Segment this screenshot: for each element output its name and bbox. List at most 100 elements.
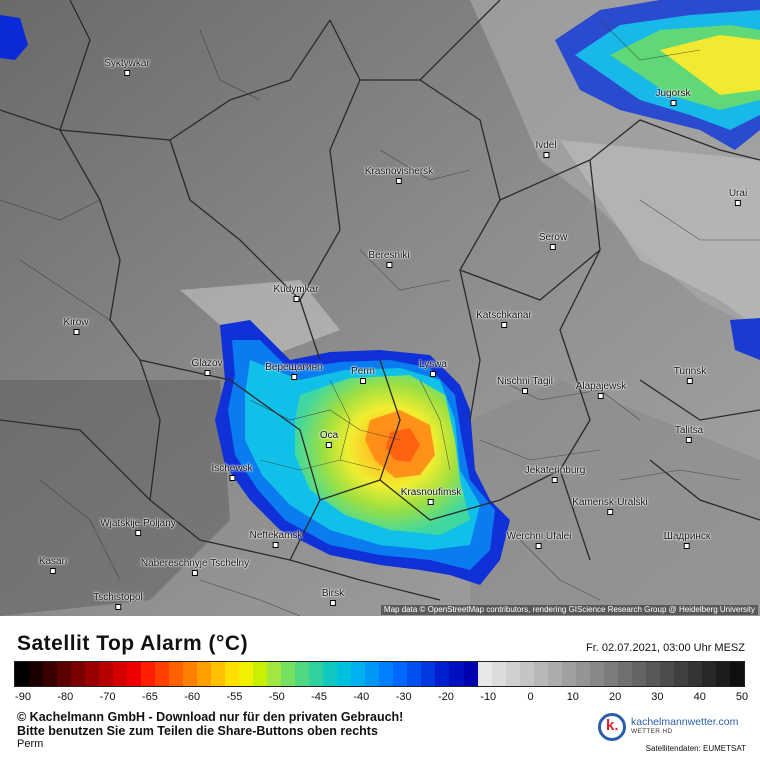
city-name: Neftekamsk	[249, 530, 303, 541]
color-scale-segment	[575, 662, 590, 686]
color-scale-segment	[99, 662, 114, 686]
tick-label: 20	[608, 691, 622, 703]
color-scale-segment	[43, 662, 58, 686]
district-borders	[0, 19, 760, 616]
color-scale-segment	[15, 662, 30, 686]
color-scale-segment	[309, 662, 324, 686]
city-dot-icon	[669, 100, 676, 106]
city-dot-icon	[115, 604, 121, 610]
color-scale-segment	[253, 662, 268, 686]
city-dot-icon	[229, 475, 235, 481]
city-dot-icon	[329, 600, 336, 606]
city-dot-icon	[543, 152, 549, 158]
city-marker: Jugorsk	[655, 88, 691, 106]
color-scale-segment	[519, 662, 534, 686]
city-dot-icon	[501, 322, 507, 328]
city-marker: Ischewsk	[211, 463, 253, 481]
logo-name: kachelmannwetter.com	[631, 716, 739, 728]
color-scale-segment	[211, 662, 226, 686]
city-marker: Jekaterinburg	[524, 465, 586, 483]
color-scale-segment	[435, 662, 450, 686]
city-dot-icon	[272, 542, 279, 548]
satellite-map[interactable]: Syktywkar Jugorsk Ivdel Krasnovishersk Urai S…	[0, 0, 760, 616]
color-scale-segment	[295, 662, 310, 686]
color-scale-segment	[113, 662, 128, 686]
city-dot-icon	[685, 437, 692, 443]
city-marker: Perm	[351, 366, 375, 384]
city-marker: Krasnoufimsk	[401, 487, 461, 505]
color-scale-segment	[463, 662, 478, 686]
city-name: Turinsk	[673, 366, 707, 377]
copyright-line-2: Bitte benutzen Sie zum Teilen die Share-…	[17, 724, 378, 738]
city-name: Kirow	[63, 317, 89, 328]
city-dot-icon	[536, 543, 542, 549]
tick-label: -30	[395, 691, 412, 703]
city-dot-icon	[735, 200, 741, 206]
city-marker: Birsk	[322, 588, 344, 606]
city-name: Nischni Tagil	[497, 376, 553, 387]
tick-label: -90	[15, 691, 31, 703]
city-name: Верещагино	[265, 362, 323, 373]
color-scale-segment	[337, 662, 352, 686]
tick-label: 30	[651, 691, 664, 703]
city-name: Alapajewsk	[575, 381, 627, 392]
color-scale-segment	[505, 662, 520, 686]
city-marker: Nabereschnyje Tschelny	[141, 558, 249, 576]
city-dot-icon	[326, 442, 332, 448]
city-dot-icon	[385, 262, 392, 268]
city-name: Jekaterinburg	[524, 465, 586, 476]
color-scale-segment	[729, 662, 744, 686]
color-scale-segment	[239, 662, 254, 686]
city-dot-icon	[395, 178, 402, 184]
color-scale-segment	[267, 662, 282, 686]
color-scale-bar	[14, 661, 745, 687]
color-scale-segment	[29, 662, 44, 686]
kachelmann-logo[interactable]: kachelmannwetter.com WETTER HD	[598, 713, 738, 741]
color-scale-segment	[589, 662, 604, 686]
color-scale-segment	[659, 662, 674, 686]
location-label: Perm	[17, 738, 44, 750]
data-source: Satellitendaten: EUMETSAT	[645, 744, 746, 753]
color-scale-segment	[225, 662, 240, 686]
tick-label: -50	[268, 691, 285, 703]
city-marker: Alapajewsk	[575, 381, 627, 399]
city-marker: Turinsk	[674, 366, 706, 384]
color-scale-segment	[407, 662, 422, 686]
city-marker: Ivdel	[535, 140, 557, 158]
tick-label: 0	[527, 691, 534, 703]
city-dot-icon	[72, 329, 79, 335]
copyright-line-1: © Kachelmann GmbH - Download nur für den…	[17, 710, 404, 724]
color-scale-segment	[57, 662, 72, 686]
color-scale-segment	[71, 662, 86, 686]
city-name: Beresniki	[368, 250, 410, 261]
city-dot-icon	[686, 378, 693, 384]
city-name: Urai	[728, 188, 748, 199]
city-marker: Kudymkar	[273, 284, 319, 302]
tick-label: 10	[566, 691, 579, 703]
city-name: Birsk	[321, 588, 345, 599]
city-marker: Верещагино	[265, 362, 323, 380]
city-dot-icon	[360, 378, 366, 384]
city-dot-icon	[521, 388, 528, 394]
city-dot-icon	[292, 296, 299, 302]
map-attribution[interactable]: Map data © OpenStreetMap contributors, r…	[380, 605, 758, 615]
city-marker: Beresniki	[368, 250, 410, 268]
color-scale-segment	[281, 662, 296, 686]
city-name: Glazov	[191, 358, 223, 369]
city-marker: Wjatskije Poljany	[100, 518, 176, 536]
color-scale-segment	[323, 662, 338, 686]
city-marker: Krasnovishersk	[365, 166, 433, 184]
city-name: Kamensk-Uralski	[572, 497, 648, 508]
city-name: Шадринск	[663, 531, 711, 542]
city-name: Jugorsk	[655, 88, 691, 99]
city-dot-icon	[124, 70, 130, 76]
tick-label: -70	[99, 691, 116, 703]
color-scale-segment	[141, 662, 156, 686]
color-scale-segment	[351, 662, 366, 686]
color-scale-segment	[715, 662, 730, 686]
city-marker: Nischni Tagil	[497, 376, 553, 394]
color-scale-segment	[491, 662, 506, 686]
city-marker: Oca	[320, 430, 338, 448]
tick-label: -55	[226, 691, 243, 703]
color-scale-segment	[197, 662, 212, 686]
